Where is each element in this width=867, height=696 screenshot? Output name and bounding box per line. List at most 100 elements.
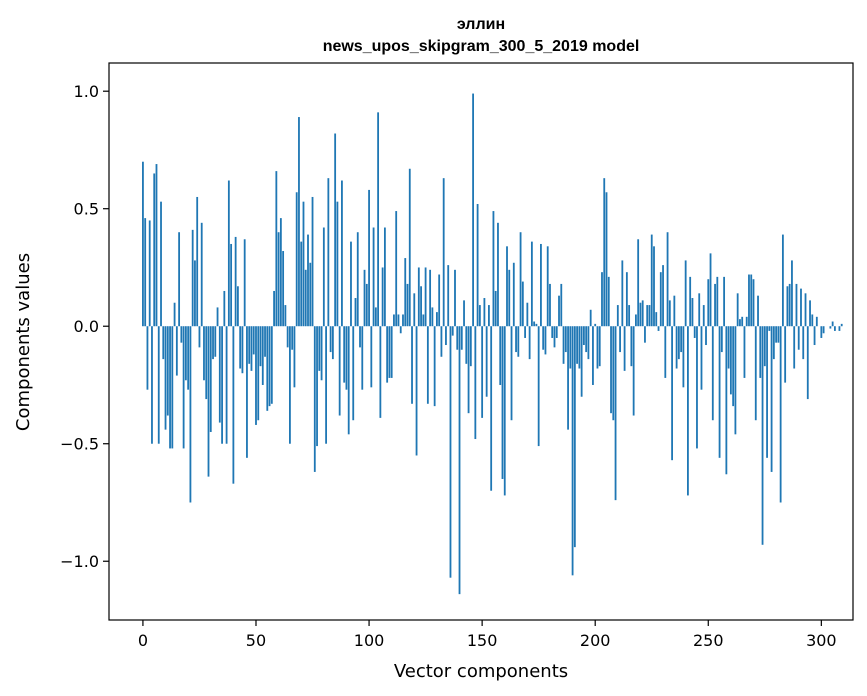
bar — [607, 276, 610, 327]
bar — [395, 211, 398, 327]
bar — [601, 272, 603, 327]
bar — [718, 326, 721, 458]
bar — [268, 326, 271, 407]
bar-series — [142, 93, 843, 595]
bar — [716, 276, 719, 327]
bar — [336, 201, 339, 327]
bar — [729, 326, 732, 395]
bar — [714, 283, 716, 327]
bar — [291, 326, 294, 350]
bar — [331, 326, 334, 360]
bar — [537, 326, 540, 447]
bar — [788, 283, 791, 327]
bar — [411, 326, 413, 404]
bar — [800, 288, 802, 327]
bar — [777, 326, 780, 343]
bar — [569, 326, 572, 369]
bar — [243, 239, 246, 327]
bar — [614, 326, 617, 501]
bar — [610, 326, 612, 414]
bar — [488, 305, 490, 327]
bar — [347, 326, 350, 435]
bar — [693, 326, 696, 338]
bar — [596, 326, 599, 369]
bar — [151, 326, 153, 444]
x-tick-label: 0 — [138, 631, 148, 650]
bar — [528, 326, 531, 360]
bar — [530, 241, 533, 327]
bar — [748, 274, 750, 327]
bar — [739, 319, 741, 327]
bar — [781, 234, 784, 327]
bar — [671, 326, 673, 461]
bar — [198, 326, 201, 348]
bar — [732, 326, 735, 407]
bar — [264, 326, 266, 357]
y-tick-label: 0.0 — [74, 317, 99, 336]
bar — [689, 276, 692, 327]
bar — [809, 300, 811, 327]
bar — [227, 180, 230, 327]
y-tick-label: −0.5 — [60, 435, 99, 454]
bar — [207, 326, 210, 477]
x-axis-label: Vector components — [394, 661, 568, 682]
bar — [178, 232, 181, 327]
bar — [723, 276, 726, 327]
y-tick-label: −1.0 — [60, 552, 99, 571]
bar — [582, 326, 585, 346]
bar — [160, 201, 162, 327]
bar — [169, 326, 171, 449]
bar — [822, 326, 825, 334]
y-tick-label: 0.5 — [74, 200, 99, 219]
bar — [182, 326, 185, 449]
bar — [725, 326, 728, 475]
bar — [571, 326, 574, 576]
bar — [417, 267, 420, 327]
bar — [189, 326, 192, 503]
bar — [503, 326, 506, 496]
bar — [300, 241, 303, 327]
bar — [261, 326, 264, 385]
bar — [408, 168, 411, 327]
bar — [157, 326, 160, 444]
bar — [472, 93, 474, 327]
bar — [316, 326, 318, 447]
bar — [646, 305, 649, 327]
bar — [655, 312, 658, 327]
bar — [580, 326, 583, 397]
bar — [494, 290, 497, 327]
bar — [662, 265, 664, 327]
bar — [549, 283, 551, 327]
bar — [223, 290, 226, 327]
bar — [350, 241, 352, 327]
bar — [467, 326, 470, 414]
bar — [698, 293, 701, 327]
bar — [736, 293, 739, 327]
bar — [707, 279, 710, 327]
bar — [322, 227, 325, 327]
bar — [246, 326, 248, 458]
bar — [510, 326, 513, 421]
bar — [709, 253, 712, 327]
bar — [205, 326, 208, 400]
bar — [544, 326, 547, 355]
bar — [327, 178, 330, 327]
bar — [404, 258, 407, 327]
bar — [352, 326, 355, 421]
bar — [458, 326, 461, 595]
bar — [456, 326, 459, 350]
bar — [802, 326, 805, 360]
bar — [684, 260, 687, 327]
x-tick-label: 250 — [693, 631, 724, 650]
bar — [257, 326, 260, 421]
bar — [166, 326, 169, 416]
bar — [338, 326, 341, 416]
bar — [436, 312, 438, 327]
bar — [840, 323, 843, 327]
bar — [406, 283, 409, 327]
bar — [745, 316, 748, 327]
bar — [252, 326, 255, 355]
chart-title: эллин — [457, 16, 505, 33]
bar — [533, 321, 536, 327]
bar — [449, 326, 452, 578]
